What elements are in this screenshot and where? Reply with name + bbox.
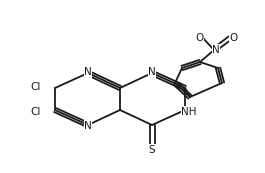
Text: N: N xyxy=(84,67,92,77)
Text: Cl: Cl xyxy=(31,82,41,92)
Text: O: O xyxy=(230,33,238,43)
Text: N: N xyxy=(84,121,92,131)
Text: O: O xyxy=(195,33,203,43)
Text: S: S xyxy=(149,145,155,155)
Text: N: N xyxy=(148,67,156,77)
Text: N: N xyxy=(212,45,220,55)
Text: Cl: Cl xyxy=(31,107,41,117)
Text: NH: NH xyxy=(181,107,197,117)
